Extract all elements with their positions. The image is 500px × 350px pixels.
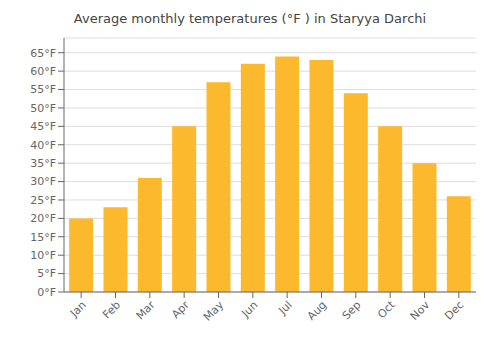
svg-text:Aug: Aug: [305, 298, 329, 322]
svg-text:0°F: 0°F: [37, 286, 56, 299]
svg-text:50°F: 50°F: [30, 102, 56, 115]
svg-text:65°F: 65°F: [30, 47, 56, 60]
svg-text:35°F: 35°F: [30, 157, 56, 170]
svg-text:May: May: [201, 298, 227, 324]
svg-text:Mar: Mar: [134, 298, 158, 322]
svg-text:Oct: Oct: [375, 298, 398, 321]
svg-text:60°F: 60°F: [30, 65, 56, 78]
svg-text:25°F: 25°F: [30, 194, 56, 207]
svg-text:55°F: 55°F: [30, 83, 56, 96]
svg-text:Nov: Nov: [408, 298, 433, 323]
svg-text:40°F: 40°F: [30, 139, 56, 152]
svg-text:Jan: Jan: [67, 298, 89, 320]
svg-text:Jul: Jul: [276, 298, 295, 317]
svg-text:Apr: Apr: [169, 298, 192, 321]
svg-text:20°F: 20°F: [30, 212, 56, 225]
svg-text:45°F: 45°F: [30, 120, 56, 133]
svg-text:Sep: Sep: [340, 298, 364, 322]
svg-text:Dec: Dec: [442, 298, 466, 322]
svg-text:15°F: 15°F: [30, 231, 56, 244]
svg-text:Jun: Jun: [238, 298, 260, 320]
svg-text:5°F: 5°F: [37, 267, 56, 280]
svg-text:30°F: 30°F: [30, 175, 56, 188]
html-text:Average monthly temperatures (: Average monthly temperatures (°F ) in St…: [73, 11, 427, 26]
svg-text:10°F: 10°F: [30, 249, 56, 262]
svg-text:Feb: Feb: [100, 298, 123, 321]
